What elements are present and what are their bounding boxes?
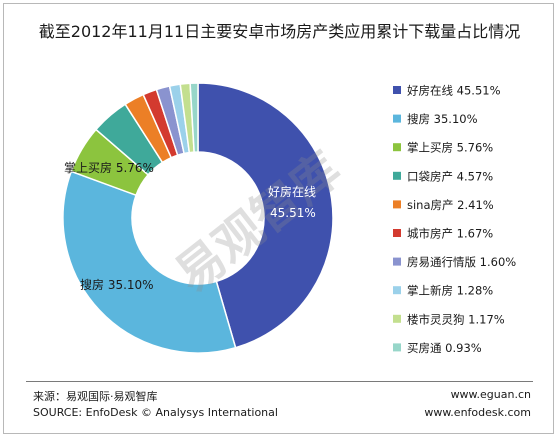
legend-entry-9: 买房通 0.93%: [407, 341, 482, 355]
legend-entry-3: 口袋房产 4.57%: [407, 169, 493, 183]
chart-title: 截至2012年11月11日主要安卓市场房产类应用累计下载量占比情况: [38, 22, 521, 41]
legend-entry-6: 房易通行情版 1.60%: [407, 255, 516, 269]
data-label-1: 搜房 35.10%: [80, 277, 154, 292]
donut-slices: [62, 82, 334, 354]
source-en: SOURCE: EnfoDesk © Analysys Internationa…: [33, 406, 278, 419]
legend-entry-4: sina房产 2.41%: [407, 198, 494, 212]
slice-0: [197, 82, 334, 349]
legend-entry-1: 搜房 35.10%: [407, 112, 478, 126]
slice-9: [189, 82, 199, 153]
legend: 好房在线 45.51% 搜房 35.10% 掌上买房 5.76% 口袋房产 4.57%…: [393, 84, 516, 355]
legend-swatch-6: [393, 257, 401, 266]
data-label-0-value: 45.51%: [270, 206, 316, 220]
legend-entry-5: 城市房产 1.67%: [407, 227, 493, 241]
url-enfodesk: www.enfodesk.com: [424, 406, 531, 419]
data-label-0-name: 好房在线: [268, 184, 316, 199]
legend-swatch-5: [393, 229, 401, 237]
legend-entry-7: 掌上新房 1.28%: [407, 284, 493, 298]
legend-swatch-9: [393, 343, 401, 352]
data-labels: 好房在线 45.51% 搜房 35.10% 掌上买房 5.76%: [64, 160, 316, 292]
legend-entry-2: 掌上买房 5.76%: [407, 141, 493, 155]
legend-swatch-0: [393, 86, 401, 94]
slice-1: [62, 170, 237, 354]
legend-swatch-8: [393, 314, 401, 323]
source-cn: 来源：易观国际·易观智库: [33, 390, 158, 403]
legend-swatch-2: [393, 143, 401, 152]
footer-divider: [26, 381, 533, 382]
legend-swatch-3: [393, 171, 401, 180]
data-label-2: 掌上买房 5.76%: [64, 160, 154, 175]
legend-swatch-7: [393, 286, 401, 295]
url-eguan: www.eguan.cn: [450, 388, 531, 401]
legend-swatch-1: [393, 114, 401, 123]
legend-entry-8: 楼市灵灵狗 1.17%: [407, 312, 505, 326]
legend-swatch-4: [393, 200, 401, 209]
legend-entry-0: 好房在线 45.51%: [407, 84, 501, 98]
